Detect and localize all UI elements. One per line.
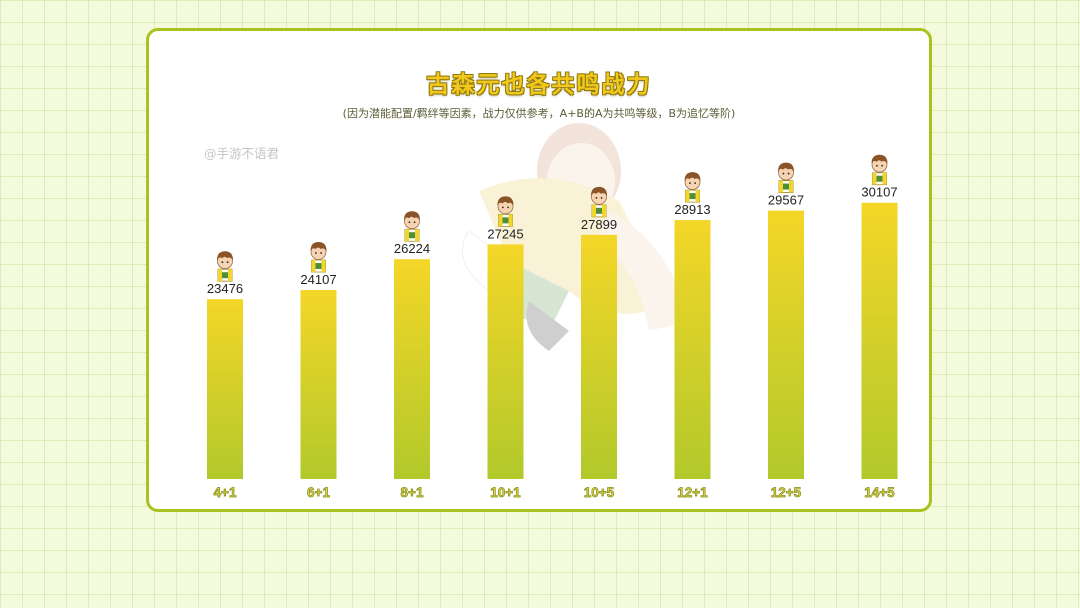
x-tick-label: 12+5 (771, 485, 802, 500)
x-tick-label: 10+5 (584, 485, 615, 500)
chibi-character-icon (310, 241, 327, 273)
value-label: 28913 (674, 202, 710, 217)
chibi-character-icon (777, 162, 795, 194)
value-label: 30107 (861, 185, 897, 200)
chart-title: 古森元也各共鸣战力 (426, 72, 652, 98)
watermark: @手游不语君 (204, 146, 280, 161)
value-label: 26224 (394, 241, 430, 256)
x-tick-label: 10+1 (490, 485, 521, 500)
value-label: 29567 (768, 193, 804, 208)
value-label: 23476 (207, 281, 243, 296)
bar-8+1 (394, 259, 430, 479)
chibi-character-icon (684, 171, 701, 203)
value-label: 24107 (300, 272, 336, 287)
chart-subtitle: (因为潜能配置/羁绊等因素，战力仅供参考，A+B的A为共鸣等级，B为追忆等阶) (342, 107, 736, 120)
player-illustration (461, 123, 689, 351)
bar-14+5 (861, 202, 898, 480)
chibi-character-icon (590, 186, 608, 218)
chibi-character-icon (216, 250, 234, 282)
x-tick-label: 14+5 (864, 485, 895, 500)
bar-10+5 (581, 234, 617, 479)
chart-card: 古森元也各共鸣战力 (因为潜能配置/羁绊等因素，战力仅供参考，A+B的A为共鸣等… (146, 28, 932, 512)
chibi-character-icon (403, 210, 421, 242)
x-tick-label: 6+1 (307, 485, 330, 500)
chibi-character-icon (871, 154, 888, 186)
bar-6+1 (300, 290, 337, 479)
bar-chart: 23476 4+1 24107 6+1 26224 8+1 27245 10+1 27899 10… (207, 123, 898, 500)
value-label: 27899 (581, 217, 617, 232)
bar-12+5 (768, 210, 804, 479)
bar-10+1 (487, 244, 524, 479)
x-tick-label: 12+1 (677, 485, 708, 500)
chibi-character-icon (497, 195, 514, 227)
x-tick-label: 4+1 (214, 485, 237, 500)
x-tick-label: 8+1 (401, 485, 424, 500)
bar-12+1 (674, 220, 711, 479)
value-label: 27245 (487, 226, 523, 241)
bar-4+1 (207, 299, 243, 479)
